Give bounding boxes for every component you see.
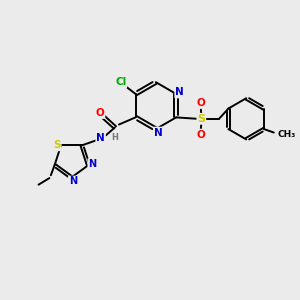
Text: N: N [96,133,105,143]
Text: H: H [111,133,118,142]
Text: O: O [196,98,205,108]
Text: N: N [175,88,184,98]
Text: S: S [197,114,205,124]
Text: Cl: Cl [115,77,126,88]
Text: O: O [196,130,205,140]
Text: O: O [96,108,104,118]
Text: N: N [69,176,77,187]
Text: N: N [88,159,96,169]
Text: S: S [53,140,61,150]
Text: N: N [154,128,163,137]
Text: CH₃: CH₃ [278,130,296,139]
